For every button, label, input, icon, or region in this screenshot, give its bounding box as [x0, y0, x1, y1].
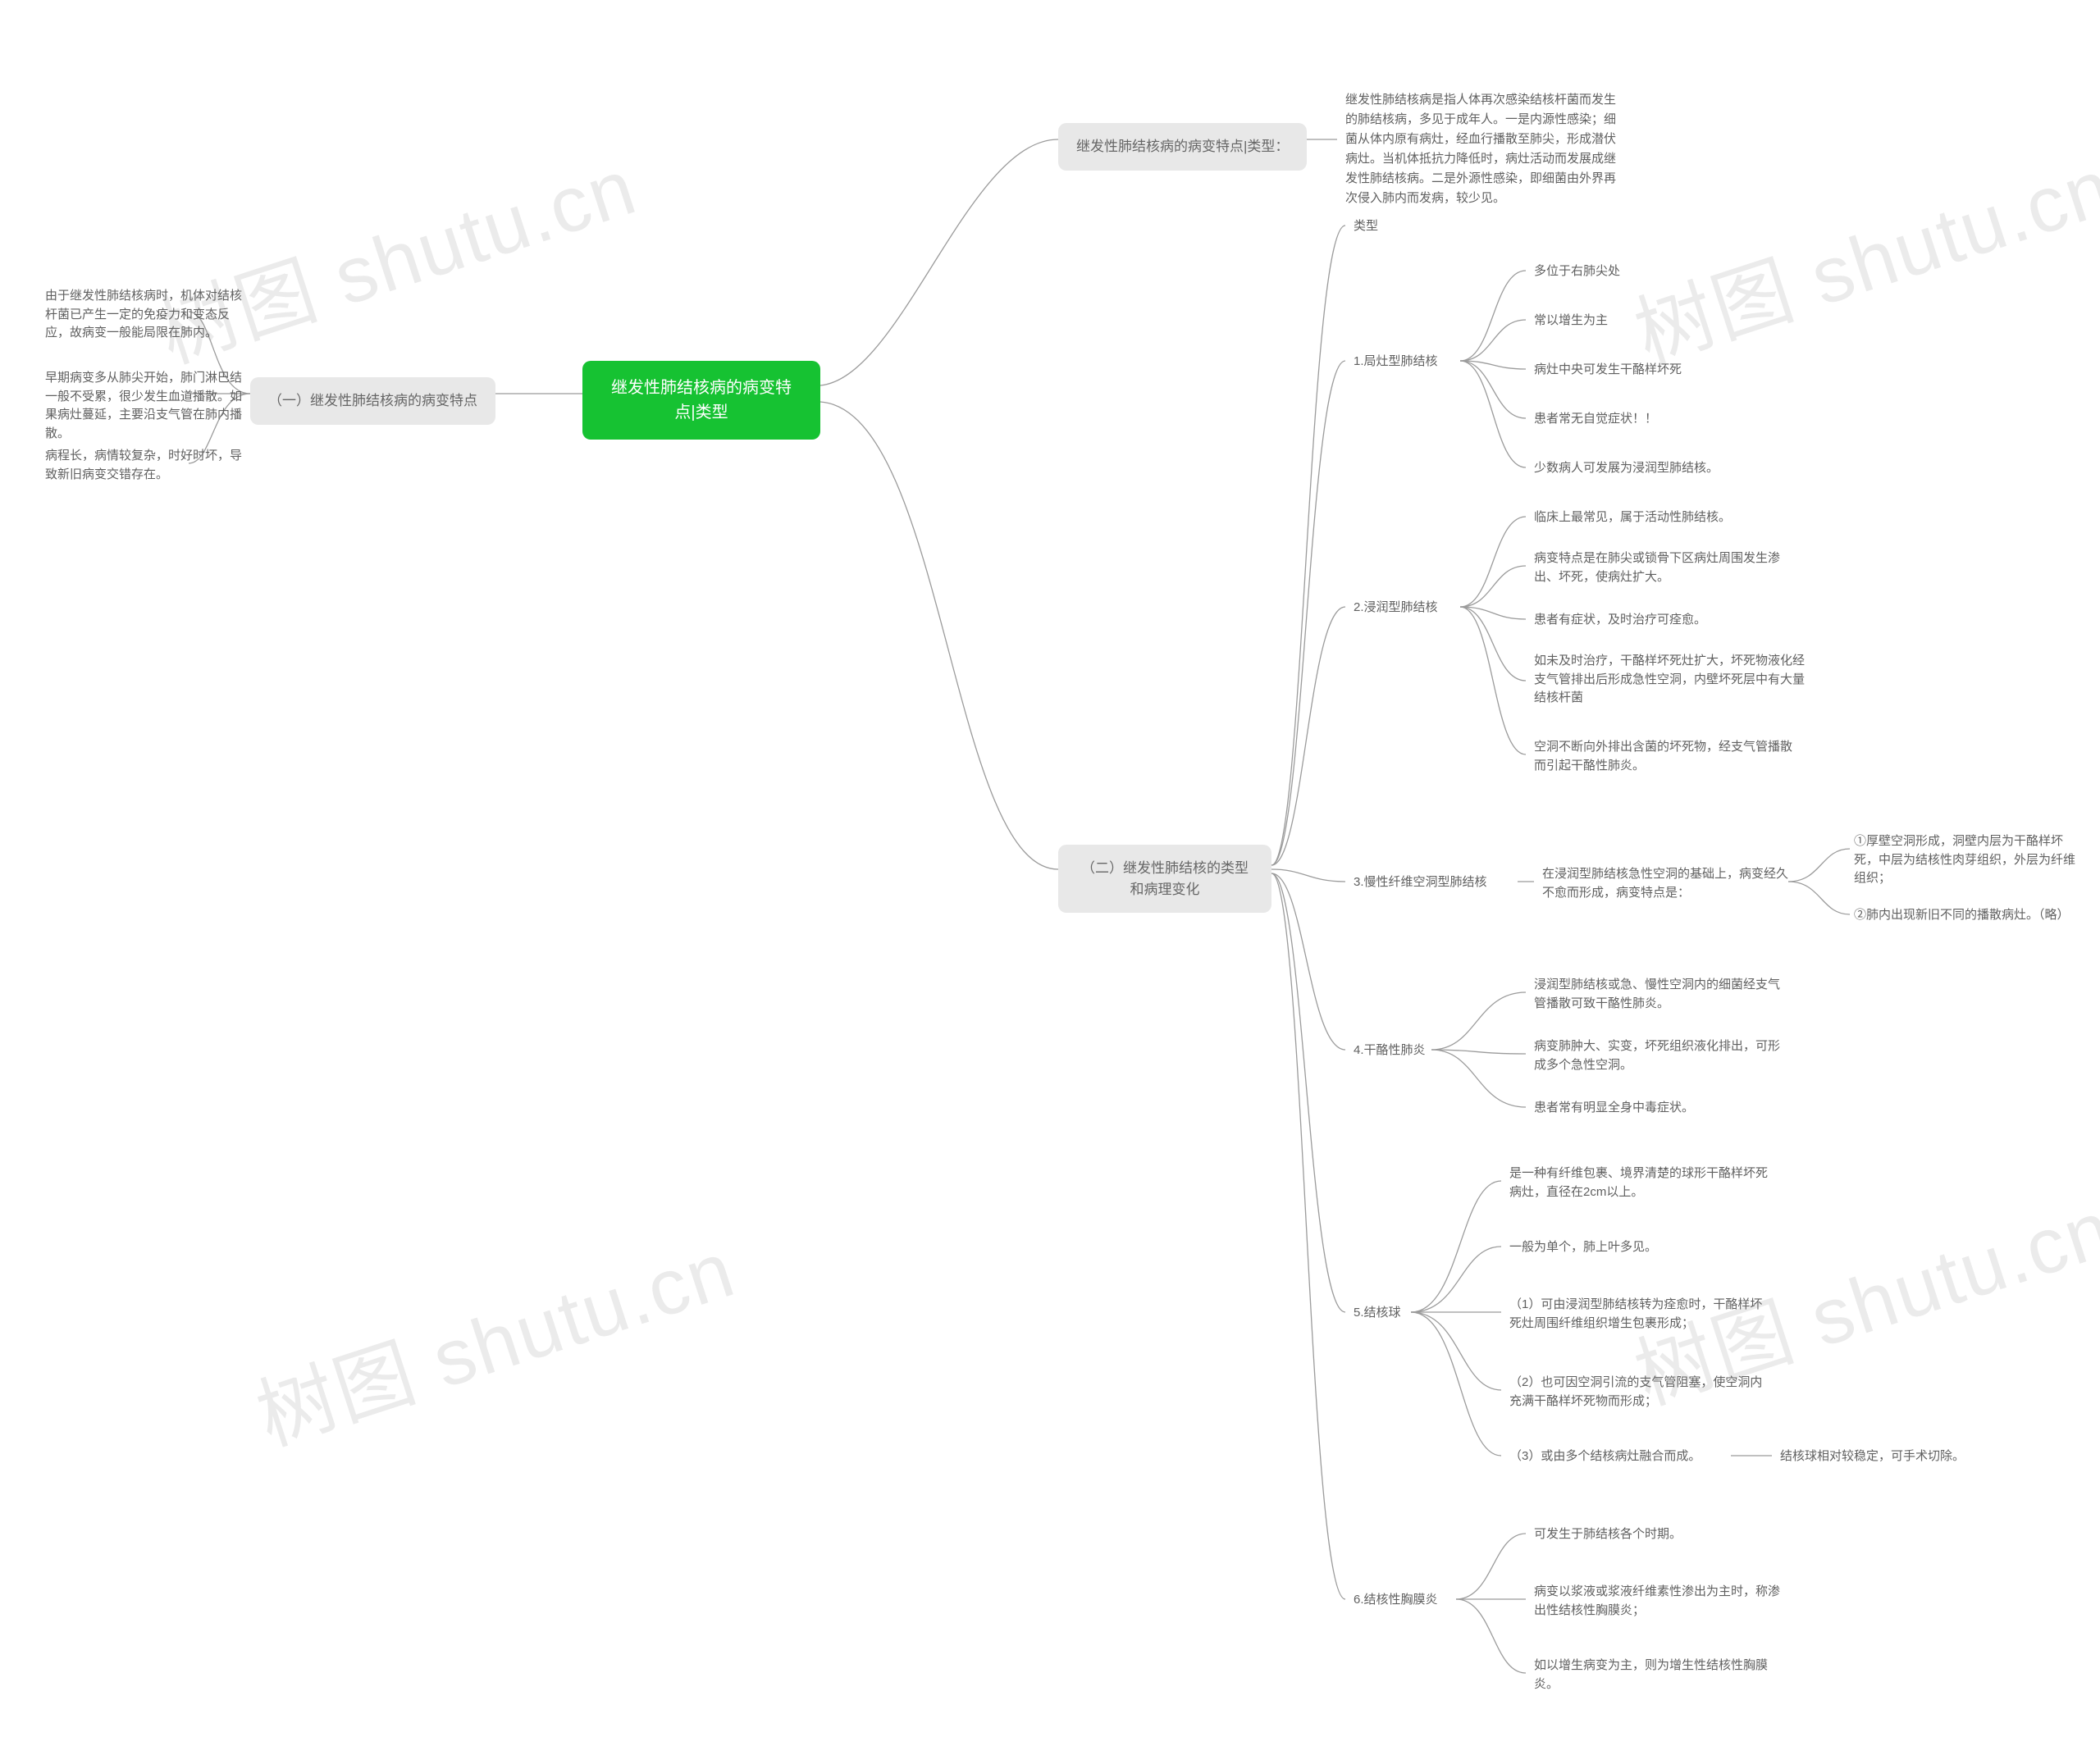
left-item-1: 早期病变多从肺尖开始，肺门淋巴结一般不受累，很少发生血道播散。如果病灶蔓延，主要…: [45, 369, 242, 443]
right-main-title[interactable]: （二）继发性肺结核的类型和病理变化: [1058, 845, 1271, 913]
section-5-item-0: 是一种有纤维包裹、境界清楚的球形干酪样坏死病灶，直径在2cm以上。: [1509, 1165, 1772, 1201]
section-6-title[interactable]: 6.结核性胸膜炎: [1354, 1591, 1438, 1610]
watermark: 树图 shutu.cn: [240, 1206, 746, 1467]
section-4-title[interactable]: 4.干酪性肺炎: [1354, 1042, 1426, 1060]
section-5-title[interactable]: 5.结核球: [1354, 1304, 1401, 1323]
section-1-item-1: 常以增生为主: [1534, 312, 1608, 330]
types-label: 类型: [1354, 217, 1378, 236]
section-5-item-4: （3）或由多个结核病灶融合而成。: [1509, 1447, 1723, 1466]
section-1-item-0: 多位于右肺尖处: [1534, 262, 1620, 281]
section-2-title[interactable]: 2.浸润型肺结核: [1354, 599, 1438, 618]
section-3-item-1: ②肺内出现新旧不同的播散病灶。（略）: [1854, 906, 2084, 925]
section-6-item-1: 病变以浆液或浆液纤维素性渗出为主时，称渗出性结核性胸膜炎；: [1534, 1583, 1788, 1620]
section-1-title[interactable]: 1.局灶型肺结核: [1354, 353, 1438, 372]
watermark: 树图 shutu.cn: [142, 123, 648, 385]
section-6-item-2: 如以增生病变为主，则为增生性结核性胸膜炎。: [1534, 1657, 1788, 1693]
section-2-item-2: 患者有症状，及时治疗可痊愈。: [1534, 611, 1796, 630]
section-1-item-4: 少数病人可发展为浸润型肺结核。: [1534, 459, 1719, 478]
section-5-item-3: （2）也可因空洞引流的支气管阻塞，使空洞内充满干酪样坏死物而形成；: [1509, 1374, 1772, 1411]
section-2-item-3: 如未及时治疗，干酪样坏死灶扩大，坏死物液化经支气管排出后形成急性空洞，内壁坏死层…: [1534, 652, 1805, 708]
watermark: 树图 shutu.cn: [1618, 123, 2100, 385]
right-top-body: 继发性肺结核病是指人体再次感染结核杆菌而发生的肺结核病，多见于成年人。一是内源性…: [1345, 90, 1624, 208]
section-3-intro: 在浸润型肺结核急性空洞的基础上，病变经久不愈而形成，病变特点是：: [1542, 865, 1788, 902]
section-3-item-0: ①厚壁空洞形成，洞壁内层为干酪样坏死，中层为结核性肉芽组织，外层为纤维组织；: [1854, 832, 2084, 888]
section-1-item-3: 患者常无自觉症状！！: [1534, 410, 1657, 429]
section-3-title[interactable]: 3.慢性纤维空洞型肺结核: [1354, 873, 1487, 892]
section-2-item-0: 临床上最常见，属于活动性肺结核。: [1534, 508, 1796, 527]
section-1-item-2: 病灶中央可发生干酪样坏死: [1534, 361, 1682, 380]
root-node[interactable]: 继发性肺结核病的病变特点|类型: [582, 361, 820, 440]
section-2-item-1: 病变特点是在肺尖或锁骨下区病灶周围发生渗出、坏死，使病灶扩大。: [1534, 549, 1796, 586]
left-item-0: 由于继发性肺结核病时，机体对结核杆菌已产生一定的免疫力和变态反应，故病变一般能局…: [45, 287, 242, 343]
section-6-item-0: 可发生于肺结核各个时期。: [1534, 1525, 1788, 1544]
section-2-item-4: 空洞不断向外排出含菌的坏死物，经支气管播散而引起干酪性肺炎。: [1534, 738, 1796, 775]
section-4-item-2: 患者常有明显全身中毒症状。: [1534, 1099, 1788, 1118]
left-section-title[interactable]: （一）继发性肺结核病的病变特点: [250, 377, 495, 425]
section-5-tail: 结核球相对较稳定，可手术切除。: [1780, 1447, 1993, 1466]
section-4-item-1: 病变肺肿大、实变，坏死组织液化排出，可形成多个急性空洞。: [1534, 1037, 1788, 1074]
section-4-item-0: 浸润型肺结核或急、慢性空洞内的细菌经支气管播散可致干酪性肺炎。: [1534, 976, 1788, 1013]
left-item-2: 病程长，病情较复杂，时好时坏，导致新旧病变交错存在。: [45, 447, 242, 484]
right-top-title[interactable]: 继发性肺结核病的病变特点|类型：: [1058, 123, 1307, 171]
section-5-item-1: 一般为单个，肺上叶多见。: [1509, 1238, 1772, 1257]
section-5-item-2: （1）可由浸润型肺结核转为痊愈时，干酪样坏死灶周围纤维组织增生包裹形成；: [1509, 1296, 1772, 1333]
